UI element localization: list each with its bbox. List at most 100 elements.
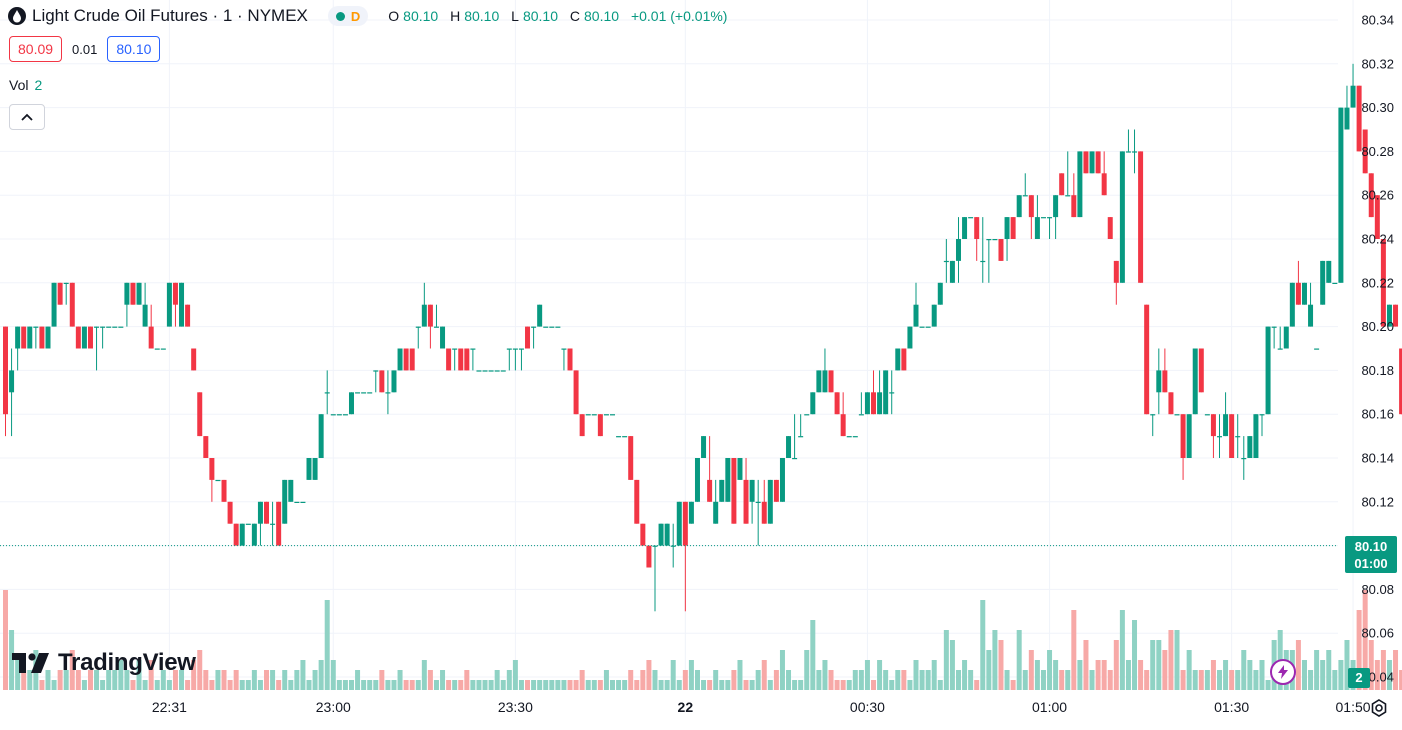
volume-bar (1217, 670, 1222, 690)
candle-body (361, 392, 367, 394)
candle (1053, 195, 1059, 239)
candle-body (931, 304, 937, 327)
candle-body (761, 501, 767, 524)
sell-price-button[interactable]: 80.09 (9, 36, 63, 62)
volume-bar (166, 680, 172, 690)
price-axis[interactable]: 80.0480.0680.0880.1080.1280.1480.1680.18… (1361, 13, 1394, 685)
volume-bar (1204, 670, 1210, 690)
candle (871, 370, 877, 415)
volume-bar (1138, 660, 1144, 690)
volume-bar (1059, 670, 1065, 690)
volume-bar (634, 680, 640, 690)
volume-bar (694, 670, 700, 690)
candle (1198, 348, 1204, 393)
settings-gear-icon[interactable] (1368, 697, 1390, 719)
candle-body (63, 282, 69, 284)
candle (743, 458, 749, 524)
candle (403, 348, 409, 371)
volume-legend[interactable]: Vol 2 (9, 77, 42, 93)
time-tick-label: 01:30 (1214, 699, 1249, 715)
last-price-label: 80.10 01:00 (1345, 536, 1397, 573)
candle-body (1277, 348, 1283, 350)
candle (525, 326, 531, 349)
candle-body (773, 479, 779, 502)
candle (895, 348, 901, 371)
candle (834, 392, 840, 415)
lightning-button[interactable] (1270, 659, 1296, 685)
candle (124, 282, 130, 327)
candle-body (166, 282, 172, 327)
volume-bar (355, 670, 361, 690)
candle-body (834, 392, 840, 415)
symbol-title[interactable]: Light Crude Oil Futures · 1 · NYMEX (32, 6, 308, 25)
volume-bar (676, 680, 682, 690)
volume-bar (367, 680, 373, 690)
volume-bar (713, 670, 719, 690)
candle (1344, 85, 1350, 130)
volume-bar (1362, 590, 1368, 690)
volume-bar (652, 670, 658, 690)
candle (786, 436, 792, 458)
volume-bar (100, 680, 106, 690)
volume-bar (707, 680, 713, 690)
volume-bar (1368, 640, 1374, 690)
candle (276, 501, 282, 546)
volume-bar (1022, 670, 1028, 690)
candle-body (1138, 151, 1144, 283)
market-status-badge[interactable]: D (327, 6, 369, 26)
tradingview-logo[interactable]: TradingView (12, 649, 196, 677)
candle (1320, 260, 1326, 305)
volume-bar (1162, 650, 1168, 690)
candle-body (39, 326, 45, 349)
candle (476, 370, 482, 372)
volume-bar (743, 680, 749, 690)
volume-bar (39, 680, 45, 690)
volume-bar (69, 650, 75, 690)
candle-body (1107, 217, 1113, 239)
volume-bar (525, 680, 531, 690)
candle (719, 479, 725, 502)
volume-bar (992, 630, 998, 690)
volume-bar (877, 660, 883, 690)
volume-bar (245, 680, 251, 690)
volume-bar (1095, 660, 1101, 690)
volume-bar (591, 680, 597, 690)
candle (197, 392, 203, 437)
candle (943, 239, 949, 283)
candle (804, 414, 810, 416)
candle-body (731, 458, 737, 524)
candle-body (264, 501, 270, 524)
candle-body (804, 414, 810, 416)
volume-bar (482, 680, 488, 690)
buy-price-button[interactable]: 80.10 (107, 36, 161, 62)
volume-bar (986, 650, 992, 690)
candle-body (1368, 173, 1374, 218)
candle (622, 436, 628, 438)
price-tick-label: 80.32 (1361, 56, 1394, 71)
volume-legend-label: Vol (9, 77, 29, 93)
candles (3, 63, 1402, 612)
candle (567, 348, 573, 371)
candle (634, 479, 640, 524)
time-axis[interactable]: 22:31 23:00 23:30 22 00:30 01:00 01:30 01:50 (152, 699, 1371, 715)
candle (1047, 217, 1053, 239)
collapse-legend-button[interactable] (9, 104, 45, 130)
volume-bar (610, 680, 615, 690)
candle (1150, 414, 1156, 437)
candle-body (822, 370, 828, 393)
volume-bar (701, 680, 707, 690)
candle (1125, 129, 1131, 153)
candle (300, 501, 306, 503)
candle-body (816, 370, 822, 393)
candle-body (1113, 260, 1119, 283)
candle-body (1186, 414, 1192, 458)
volume-bar (494, 670, 500, 690)
volume-bar (9, 630, 15, 690)
price-tick-label: 80.16 (1361, 407, 1394, 422)
candle (1386, 304, 1392, 327)
candle (658, 523, 664, 546)
volume-bar (852, 670, 858, 690)
candle-body (191, 348, 197, 371)
